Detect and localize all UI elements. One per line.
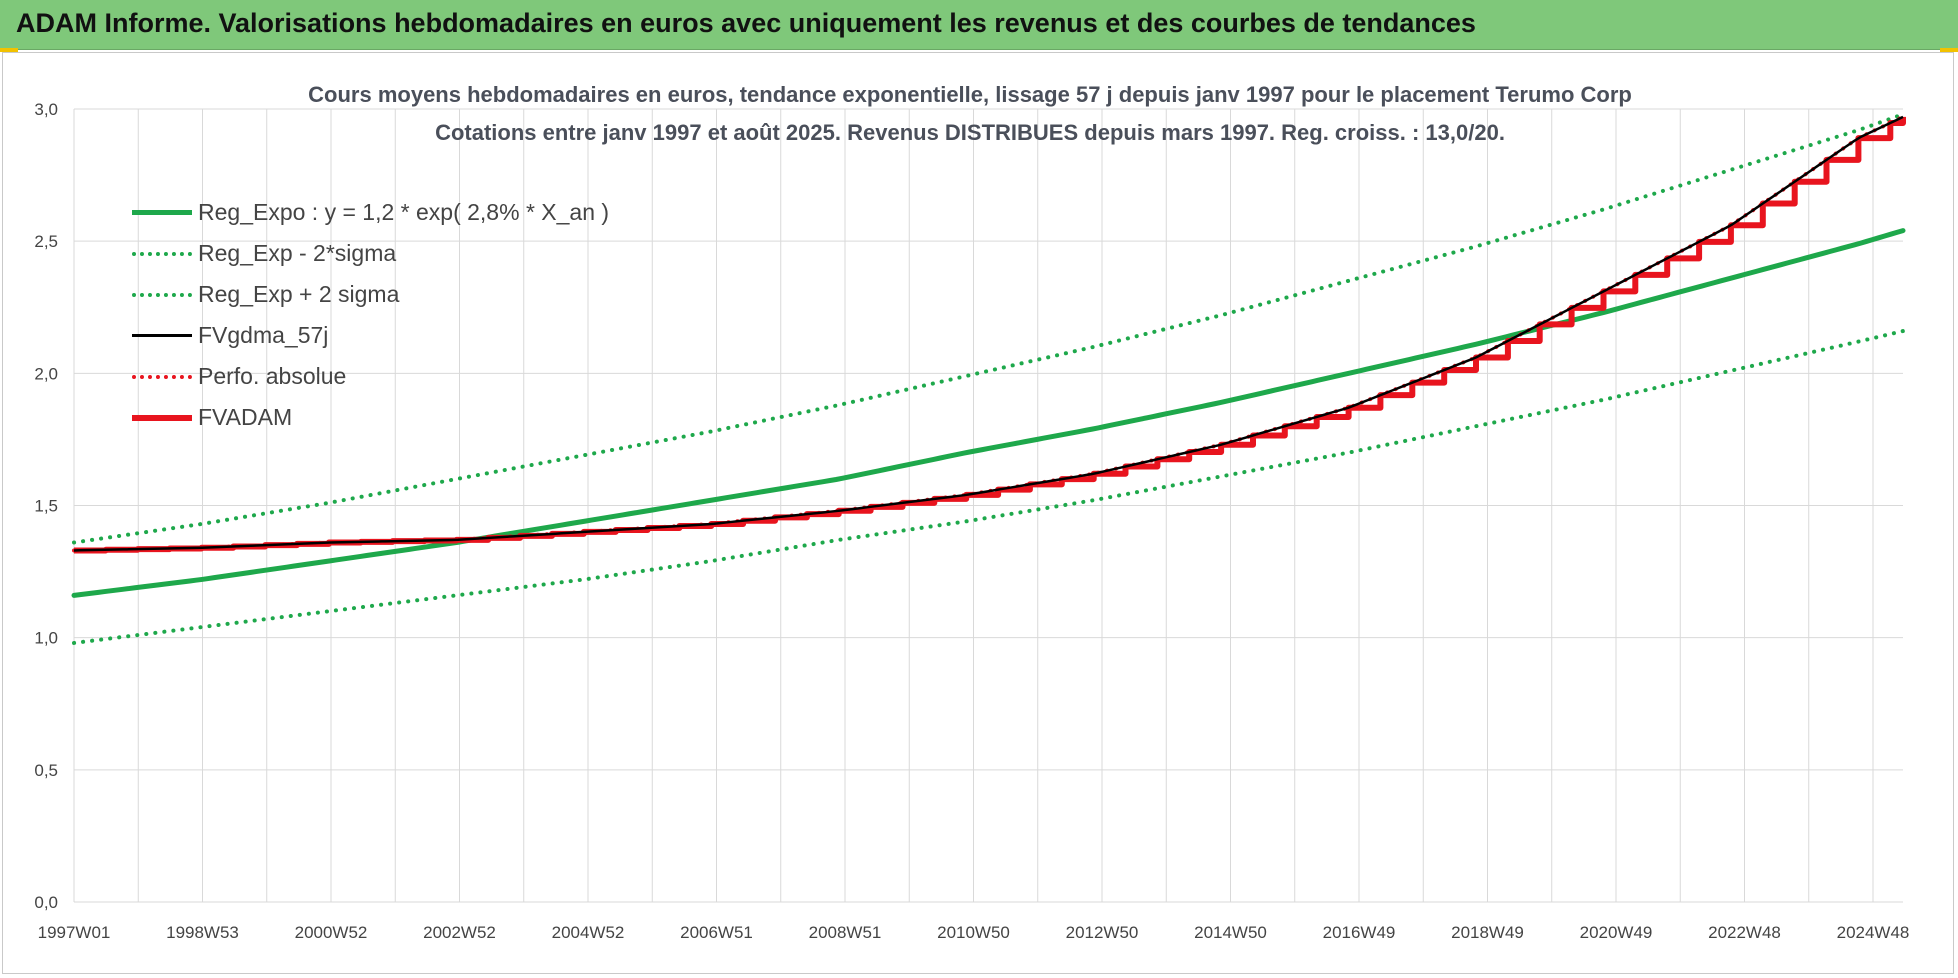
legend-item: FVADAM bbox=[132, 397, 609, 438]
series-layer bbox=[71, 112, 1906, 645]
series-line-2 bbox=[72, 112, 1905, 545]
header-bar: ADAM Informe. Valorisations hebdomadaire… bbox=[0, 0, 1958, 50]
legend-item: Reg_Exp - 2*sigma bbox=[132, 233, 609, 274]
legend-item: Perfo. absolue bbox=[132, 356, 609, 397]
grid-layer bbox=[73, 108, 1903, 903]
legend-item: Reg_Exp + 2 sigma bbox=[132, 274, 609, 315]
page-title: ADAM Informe. Valorisations hebdomadaire… bbox=[16, 8, 1476, 38]
x-tick-label: 2002W52 bbox=[423, 923, 496, 942]
y-tick-label: 1,0 bbox=[34, 629, 58, 648]
y-tick-label: 3,0 bbox=[34, 100, 58, 119]
legend-label: FVgdma_57j bbox=[198, 322, 329, 348]
series-line-0 bbox=[71, 228, 1906, 598]
legend-swatch bbox=[132, 371, 192, 383]
x-tick-label: 2012W50 bbox=[1066, 923, 1139, 942]
legend-label: FVADAM bbox=[198, 404, 293, 430]
chart-legend: Reg_Expo : y = 1,2 * exp( 2,8% * X_an ) R… bbox=[132, 192, 609, 438]
chart-title: Cours moyens hebdomadaires en euros, ten… bbox=[308, 82, 1632, 107]
chart-subtitle: Cotations entre janv 1997 et août 2025. … bbox=[435, 120, 1505, 145]
legend-label: Reg_Expo : y = 1,2 * exp( 2,8% * X_an ) bbox=[198, 199, 610, 225]
legend-label: Perfo. absolue bbox=[198, 363, 347, 389]
frame-corner-left bbox=[0, 48, 18, 52]
legend-label: Reg_Exp + 2 sigma bbox=[198, 281, 400, 307]
frame-corner-right bbox=[1940, 48, 1958, 52]
y-tick-label: 2,0 bbox=[34, 364, 58, 383]
y-tick-label: 2,5 bbox=[34, 232, 58, 251]
legend-swatch bbox=[132, 289, 192, 301]
chart-frame bbox=[2, 52, 1954, 974]
x-axis-ticks: 1997W01 1998W53 2000W52 2002W52 2004W52 2006W… bbox=[38, 923, 1910, 942]
y-axis-ticks: 0,0 0,5 1,0 1,5 2,0 2,5 3,0 bbox=[34, 100, 58, 912]
x-tick-label: 2006W51 bbox=[680, 923, 753, 942]
x-tick-label: 2014W50 bbox=[1194, 923, 1267, 942]
x-tick-label: 2024W48 bbox=[1837, 923, 1910, 942]
x-tick-label: 2008W51 bbox=[809, 923, 882, 942]
x-tick-label: 2020W49 bbox=[1580, 923, 1653, 942]
y-tick-label: 1,5 bbox=[34, 497, 58, 516]
legend-item: FVgdma_57j bbox=[132, 315, 609, 356]
x-tick-label: 2016W49 bbox=[1323, 923, 1396, 942]
legend-item: Reg_Expo : y = 1,2 * exp( 2,8% * X_an ) bbox=[132, 192, 609, 233]
x-tick-label: 2000W52 bbox=[295, 923, 368, 942]
x-tick-label: 1998W53 bbox=[166, 923, 239, 942]
x-tick-label: 2010W50 bbox=[937, 923, 1010, 942]
legend-label: Reg_Exp - 2*sigma bbox=[198, 240, 397, 266]
legend-swatch bbox=[132, 330, 192, 342]
legend-swatch bbox=[132, 248, 192, 260]
x-tick-label: 2022W48 bbox=[1708, 923, 1781, 942]
x-tick-label: 1997W01 bbox=[38, 923, 111, 942]
y-tick-label: 0,0 bbox=[34, 893, 58, 912]
legend-swatch bbox=[132, 207, 192, 219]
x-tick-label: 2004W52 bbox=[552, 923, 625, 942]
series-line-3 bbox=[73, 115, 1904, 552]
y-tick-label: 0,5 bbox=[34, 761, 58, 780]
x-tick-label: 2018W49 bbox=[1451, 923, 1524, 942]
legend-swatch bbox=[132, 412, 192, 424]
